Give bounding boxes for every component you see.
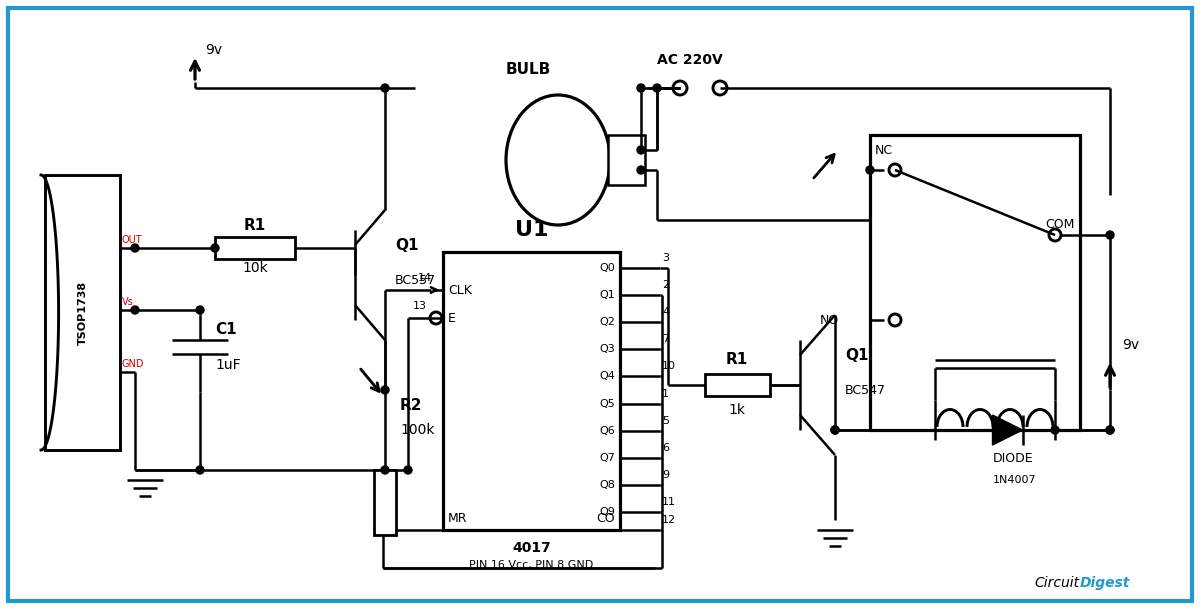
Circle shape: [830, 426, 839, 434]
Text: Circuit: Circuit: [1034, 576, 1080, 590]
Text: Q8: Q8: [599, 480, 616, 490]
Text: NO: NO: [820, 314, 839, 326]
Text: 14: 14: [418, 273, 432, 283]
Text: OUT: OUT: [122, 235, 143, 245]
Text: Q0: Q0: [599, 263, 616, 273]
Text: C1: C1: [215, 323, 236, 337]
Text: Q3: Q3: [599, 344, 616, 354]
Circle shape: [1106, 231, 1114, 239]
Text: DIODE: DIODE: [992, 451, 1033, 465]
Text: 4017: 4017: [512, 541, 551, 555]
Text: TSOP1738: TSOP1738: [78, 280, 88, 345]
Circle shape: [637, 84, 646, 92]
Text: R1: R1: [244, 219, 266, 233]
Circle shape: [653, 84, 661, 92]
Text: 100k: 100k: [400, 423, 434, 437]
Text: 1k: 1k: [728, 403, 745, 417]
FancyBboxPatch shape: [870, 135, 1080, 430]
Text: GND: GND: [122, 359, 144, 369]
Text: R2: R2: [400, 398, 422, 412]
Text: 11: 11: [662, 497, 676, 507]
FancyBboxPatch shape: [443, 252, 620, 530]
Text: MR: MR: [448, 512, 468, 524]
Text: 9v: 9v: [1122, 338, 1139, 352]
Ellipse shape: [506, 95, 610, 225]
Circle shape: [211, 244, 220, 252]
Text: 2: 2: [662, 280, 670, 290]
Text: AC 220V: AC 220V: [658, 53, 722, 67]
Text: BC547: BC547: [845, 384, 886, 396]
Text: CLK: CLK: [448, 284, 472, 297]
Text: Q1: Q1: [395, 238, 419, 253]
Circle shape: [1106, 426, 1114, 434]
Circle shape: [382, 84, 389, 92]
Polygon shape: [992, 415, 1022, 445]
Circle shape: [1051, 426, 1060, 434]
Text: U1: U1: [515, 220, 548, 240]
Text: Q2: Q2: [599, 317, 616, 327]
Text: 6: 6: [662, 443, 670, 452]
Text: 1uF: 1uF: [215, 358, 241, 372]
Text: 1: 1: [662, 389, 670, 398]
Text: 3: 3: [662, 253, 670, 263]
Text: 10: 10: [662, 362, 676, 371]
Text: 7: 7: [662, 334, 670, 344]
Circle shape: [131, 306, 139, 314]
Circle shape: [637, 146, 646, 154]
Circle shape: [131, 244, 139, 252]
Text: 5: 5: [662, 416, 670, 426]
Circle shape: [830, 426, 839, 434]
FancyBboxPatch shape: [8, 8, 1192, 601]
Text: PIN 16 Vcc, PIN 8 GND: PIN 16 Vcc, PIN 8 GND: [469, 560, 594, 570]
Text: 13: 13: [413, 301, 427, 311]
Text: 9v: 9v: [205, 43, 222, 57]
Text: Q1: Q1: [845, 348, 869, 362]
FancyBboxPatch shape: [608, 135, 646, 185]
Text: 10k: 10k: [242, 261, 268, 275]
Text: Q5: Q5: [599, 398, 616, 409]
Circle shape: [637, 166, 646, 174]
Text: Q4: Q4: [599, 371, 616, 381]
Text: BULB: BULB: [505, 63, 551, 77]
FancyBboxPatch shape: [374, 470, 396, 535]
Circle shape: [1106, 426, 1114, 434]
FancyBboxPatch shape: [704, 374, 769, 396]
Circle shape: [382, 386, 389, 394]
Text: 12: 12: [662, 515, 676, 525]
Text: 15: 15: [373, 507, 386, 517]
Circle shape: [866, 166, 874, 174]
Text: R1: R1: [726, 353, 748, 367]
Text: E: E: [448, 311, 456, 325]
Text: NC: NC: [875, 144, 893, 157]
Circle shape: [196, 306, 204, 314]
FancyBboxPatch shape: [215, 237, 295, 259]
Text: Vs: Vs: [122, 297, 133, 307]
Text: Q1: Q1: [599, 290, 616, 300]
Text: Q9: Q9: [599, 507, 616, 517]
Circle shape: [404, 466, 412, 474]
Text: Digest: Digest: [1080, 576, 1130, 590]
Text: Q7: Q7: [599, 452, 616, 463]
Text: Q6: Q6: [599, 426, 616, 435]
Text: 1N4007: 1N4007: [992, 475, 1036, 485]
Circle shape: [196, 466, 204, 474]
Text: COM: COM: [1045, 219, 1075, 231]
Circle shape: [382, 466, 389, 474]
Text: 9: 9: [662, 470, 670, 480]
Text: CO: CO: [596, 512, 616, 524]
Text: BC557: BC557: [395, 273, 436, 286]
Text: 4: 4: [662, 307, 670, 317]
FancyBboxPatch shape: [46, 175, 120, 450]
